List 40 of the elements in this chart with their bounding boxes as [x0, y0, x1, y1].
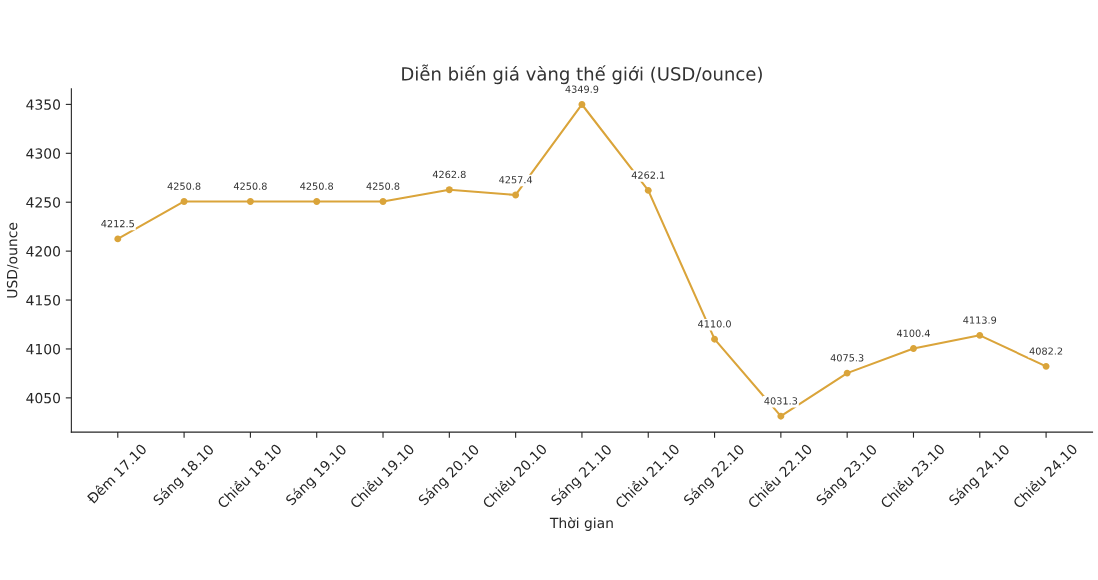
- data-label: 4262.8: [432, 170, 466, 179]
- point: [976, 331, 984, 339]
- point: [445, 186, 453, 194]
- y-tick-label: 4300: [26, 148, 61, 159]
- point: [512, 191, 520, 199]
- data-label: 4250.8: [167, 182, 201, 190]
- point: [180, 197, 188, 205]
- y-tick-label: 4050: [26, 392, 61, 404]
- point: [246, 197, 254, 205]
- data-label: 4110.0: [698, 320, 731, 328]
- data-label: 4100.4: [896, 329, 930, 337]
- point: [114, 235, 122, 243]
- point: [711, 335, 719, 343]
- chart-title: Diễn biến giá vàng thế giới (USD/ounce): [402, 64, 762, 85]
- y-tick-label: 4150: [26, 295, 61, 306]
- data-label: 4349.9: [565, 85, 599, 93]
- data-label: 4031.3: [764, 397, 798, 405]
- data-label: 4250.8: [300, 182, 334, 190]
- y-tick-label: 4350: [26, 99, 61, 110]
- data-label: 4250.8: [233, 182, 267, 190]
- point: [313, 197, 321, 205]
- data-label: 4082.2: [1029, 347, 1063, 355]
- data-label: 4262.1: [631, 171, 665, 179]
- data-label: 4250.8: [366, 182, 400, 190]
- x-axis-title: Thời gian: [549, 516, 613, 531]
- y-tick-label: 4250: [26, 197, 61, 208]
- point: [578, 101, 586, 108]
- data-label: 4113.9: [963, 316, 997, 324]
- point: [1042, 362, 1050, 370]
- point: [379, 197, 387, 205]
- data-label: 4075.3: [830, 354, 864, 362]
- point: [777, 412, 785, 420]
- y-tick-label: 4200: [26, 246, 61, 257]
- point: [910, 345, 917, 353]
- data-label: 4257.4: [499, 176, 533, 184]
- y-tick-label: 4100: [26, 343, 61, 355]
- point: [644, 186, 652, 194]
- point: [843, 369, 851, 377]
- y-axis-title: USD/ounce: [6, 222, 19, 298]
- data-label: 4212.5: [101, 219, 134, 228]
